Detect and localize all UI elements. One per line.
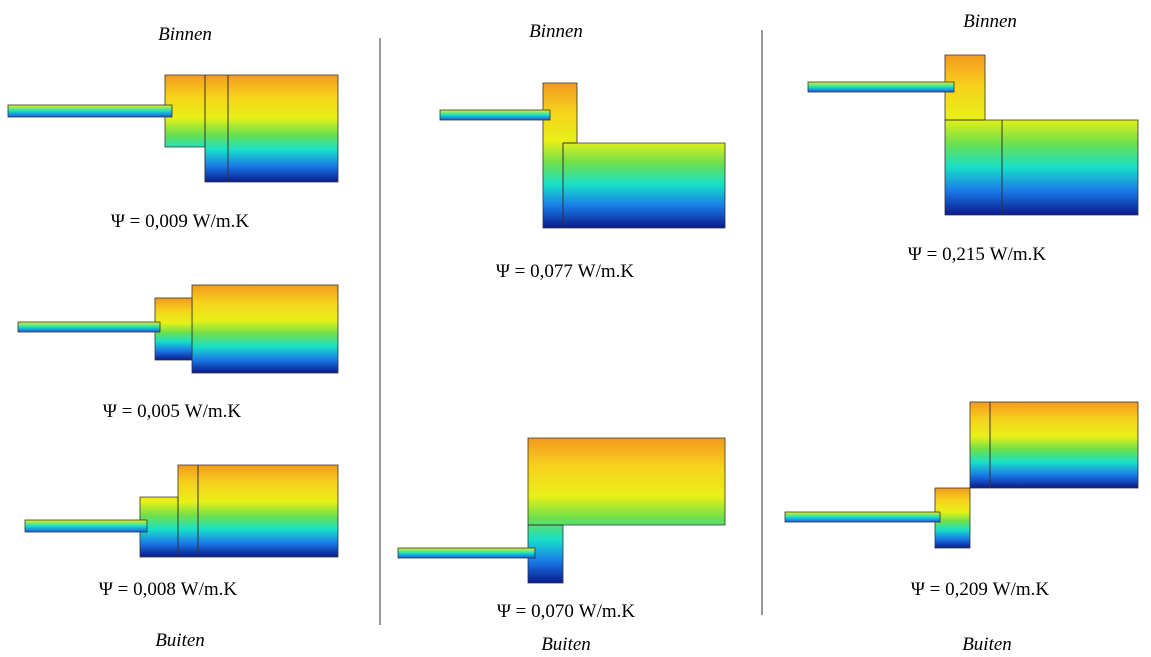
side-label: Buiten: [541, 634, 591, 655]
thermal-panel: [807, 54, 1139, 216]
side-label: Binnen: [963, 11, 1017, 32]
thermal-panel: [784, 401, 1139, 549]
psi-value: Ψ = 0,009 W/m.K: [110, 211, 250, 232]
side-label: Binnen: [529, 21, 583, 42]
thermal-panel: [439, 82, 726, 229]
psi-value: Ψ = 0,215 W/m.K: [907, 244, 1047, 265]
psi-value: Ψ = 0,008 W/m.K: [98, 579, 238, 600]
psi-value: Ψ = 0,005 W/m.K: [102, 401, 242, 422]
thermal-panel: [397, 437, 726, 584]
side-label: Binnen: [158, 24, 212, 45]
thermal-panel: [17, 284, 339, 374]
thermal-panel: [7, 74, 339, 183]
psi-value: Ψ = 0,077 W/m.K: [495, 261, 635, 282]
psi-value: Ψ = 0,209 W/m.K: [910, 579, 1050, 600]
side-label: Buiten: [155, 630, 205, 651]
psi-value: Ψ = 0,070 W/m.K: [496, 601, 636, 622]
thermal-panel: [24, 464, 339, 558]
side-label: Buiten: [962, 634, 1012, 655]
